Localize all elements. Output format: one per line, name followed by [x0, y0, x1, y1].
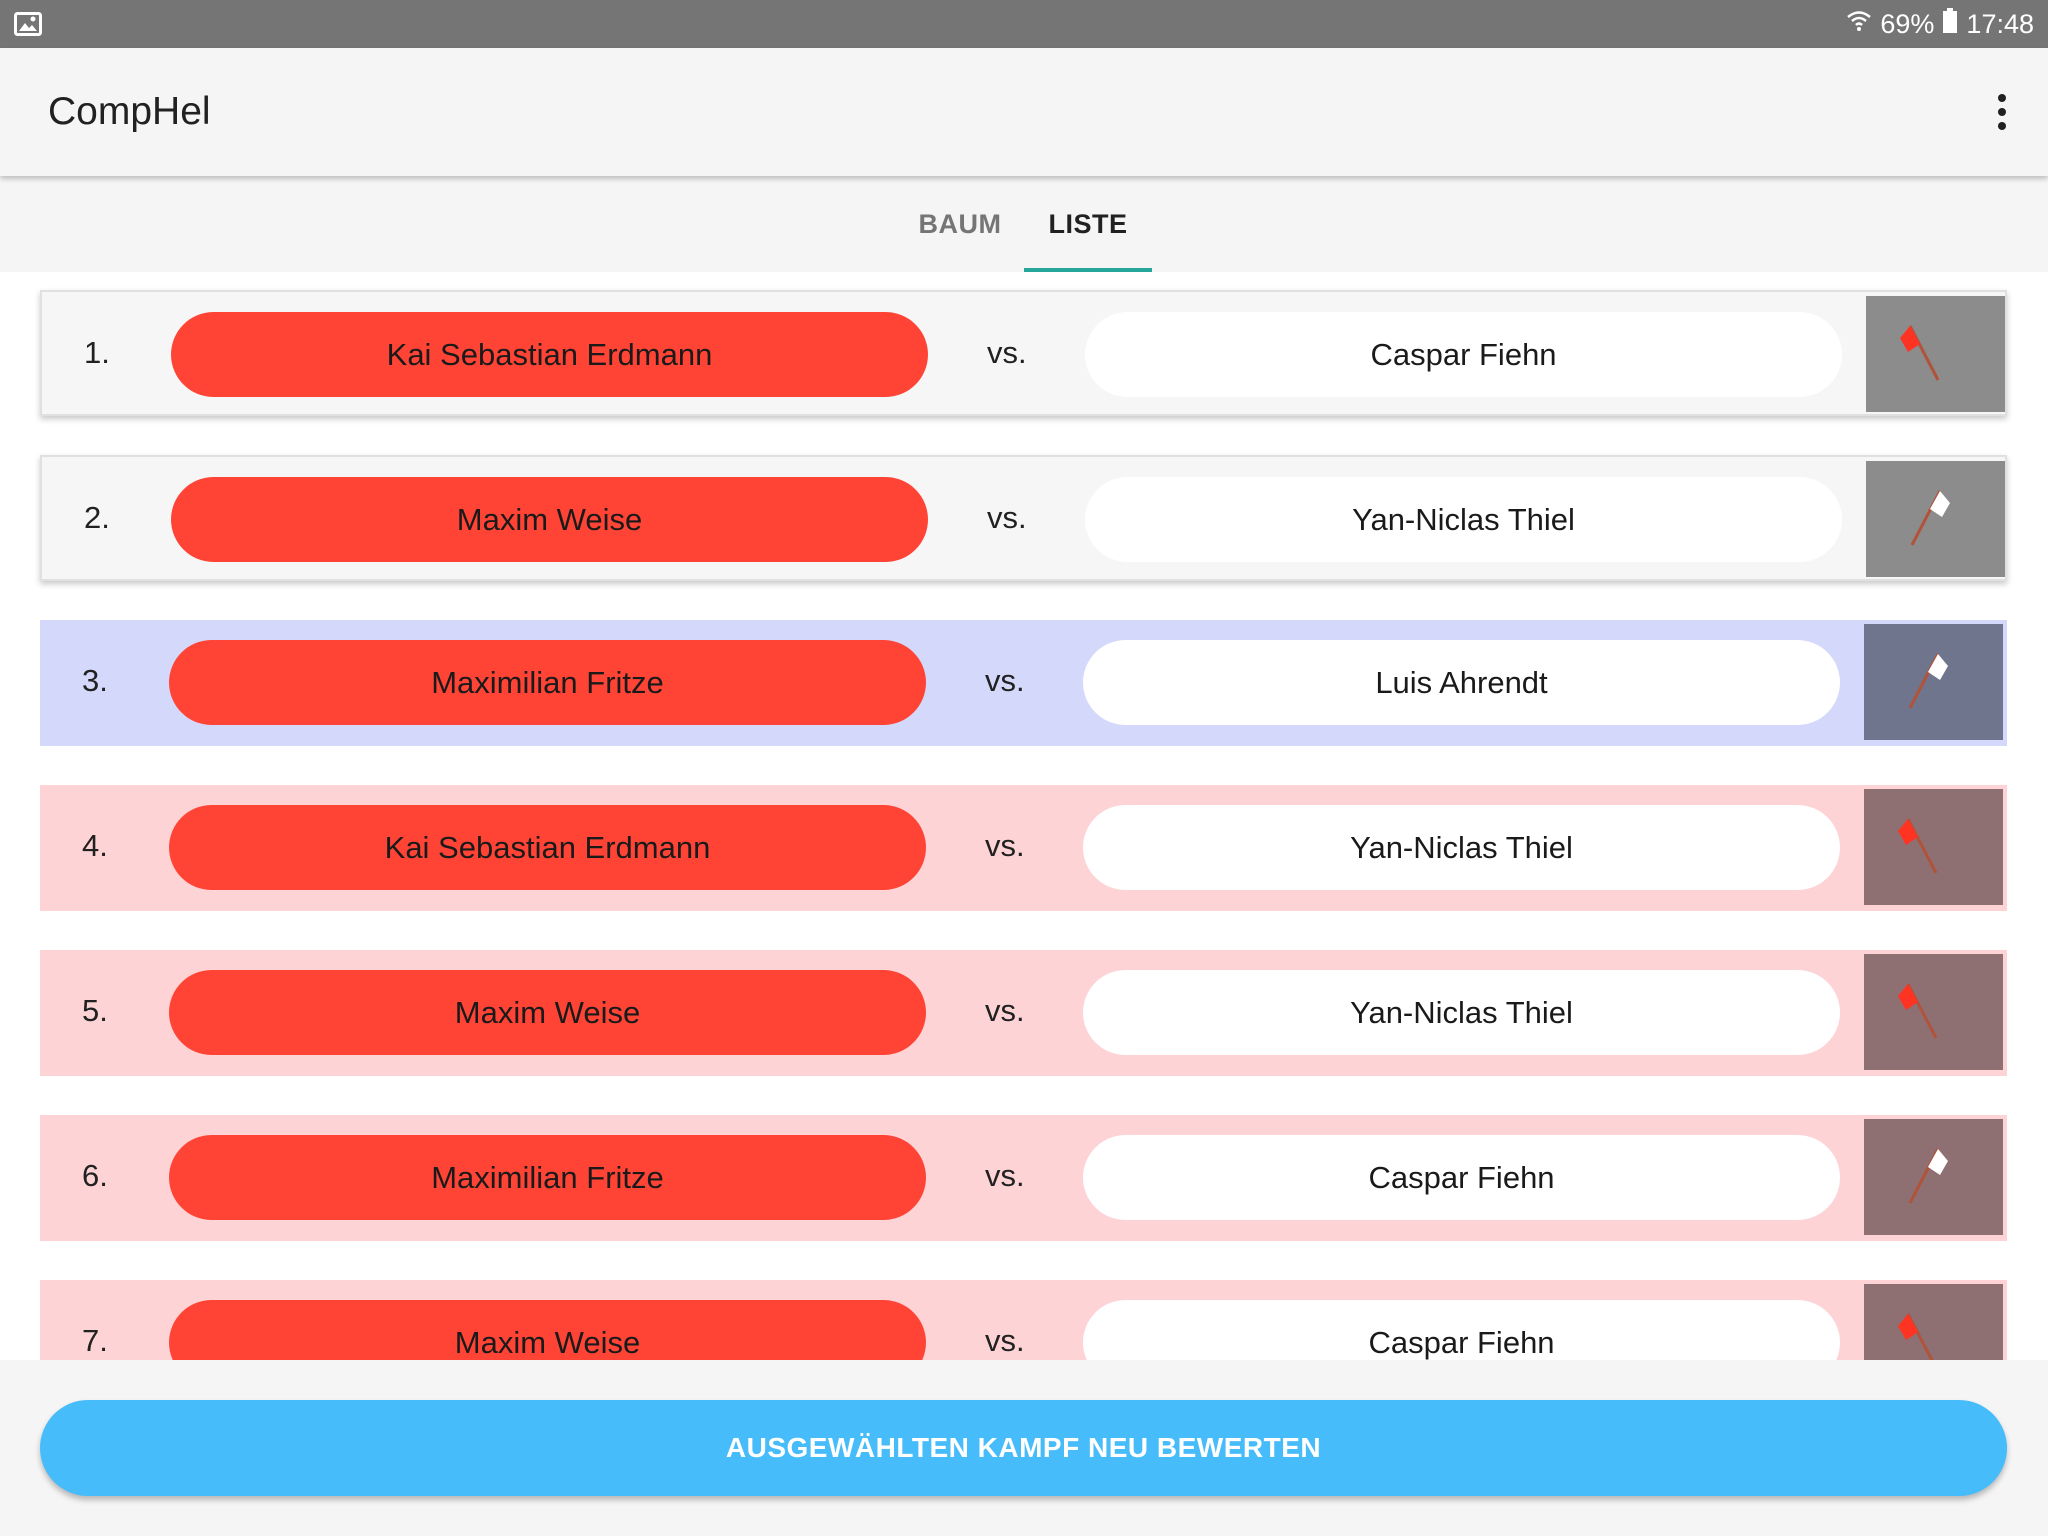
white-flag-icon	[1910, 490, 1950, 546]
tab-liste[interactable]: LISTE	[1048, 209, 1128, 239]
match-row[interactable]: 5. Maxim Weise vs. Yan-Niclas Thiel	[40, 950, 2007, 1076]
red-flag-icon	[1900, 325, 1940, 381]
red-fighter[interactable]: Maxim Weise	[169, 1300, 926, 1360]
match-number: 2.	[84, 500, 110, 535]
vs-label: vs.	[985, 663, 1025, 698]
white-flag-button[interactable]	[1864, 624, 2003, 740]
vs-label: vs.	[987, 500, 1027, 535]
red-fighter[interactable]: Kai Sebastian Erdmann	[169, 805, 926, 890]
bottom-bar: AUSGEWÄHLTEN KAMPF NEU BEWERTEN	[0, 1360, 2048, 1536]
wifi-icon	[1846, 8, 1872, 41]
red-flag-icon	[1898, 983, 1938, 1039]
clock: 17:48	[1966, 8, 2034, 39]
match-number: 6.	[82, 1158, 108, 1193]
white-fighter[interactable]: Yan-Niclas Thiel	[1083, 970, 1840, 1055]
tab-bar: BAUM LISTE	[0, 176, 2048, 272]
match-number: 1.	[84, 335, 110, 370]
red-fighter[interactable]: Maxim Weise	[169, 970, 926, 1055]
red-fighter[interactable]: Kai Sebastian Erdmann	[171, 312, 928, 397]
red-flag-button[interactable]	[1866, 296, 2005, 412]
match-row[interactable]: 4. Kai Sebastian Erdmann vs. Yan-Niclas …	[40, 785, 2007, 911]
match-number: 7.	[82, 1323, 108, 1358]
match-number: 3.	[82, 663, 108, 698]
vs-label: vs.	[985, 993, 1025, 1028]
red-flag-button[interactable]	[1864, 789, 2003, 905]
vs-label: vs.	[985, 1158, 1025, 1193]
white-flag-icon	[1908, 653, 1948, 709]
match-row[interactable]: 7. Maxim Weise vs. Caspar Fiehn	[40, 1280, 2007, 1360]
match-list[interactable]: 1. Kai Sebastian Erdmann vs. Caspar Fieh…	[0, 272, 2048, 1360]
white-fighter[interactable]: Caspar Fiehn	[1085, 312, 1842, 397]
white-flag-icon	[1908, 1148, 1948, 1204]
tab-indicator	[1024, 268, 1152, 272]
app-bar: CompHel	[0, 48, 2048, 176]
white-fighter[interactable]: Caspar Fiehn	[1083, 1300, 1840, 1360]
gallery-icon	[14, 12, 42, 41]
match-number: 4.	[82, 828, 108, 863]
match-row-selected[interactable]: 3. Maximilian Fritze vs. Luis Ahrendt	[40, 620, 2007, 746]
app-title: CompHel	[48, 90, 211, 133]
match-number: 5.	[82, 993, 108, 1028]
red-flag-button[interactable]	[1864, 1284, 2003, 1360]
red-fighter[interactable]: Maximilian Fritze	[169, 1135, 926, 1220]
match-row[interactable]: 1. Kai Sebastian Erdmann vs. Caspar Fieh…	[40, 290, 2007, 416]
vs-label: vs.	[985, 1323, 1025, 1358]
vs-label: vs.	[985, 828, 1025, 863]
match-row[interactable]: 6. Maximilian Fritze vs. Caspar Fiehn	[40, 1115, 2007, 1241]
match-row[interactable]: 2. Maxim Weise vs. Yan-Niclas Thiel	[40, 455, 2007, 581]
reevaluate-button[interactable]: AUSGEWÄHLTEN KAMPF NEU BEWERTEN	[40, 1400, 2007, 1496]
white-fighter[interactable]: Luis Ahrendt	[1083, 640, 1840, 725]
red-flag-icon	[1898, 1313, 1934, 1360]
white-flag-button[interactable]	[1864, 1119, 2003, 1235]
white-fighter[interactable]: Yan-Niclas Thiel	[1085, 477, 1842, 562]
tab-baum[interactable]: BAUM	[918, 209, 1002, 239]
red-fighter[interactable]: Maximilian Fritze	[169, 640, 926, 725]
battery-icon	[1942, 7, 1958, 41]
vs-label: vs.	[987, 335, 1027, 370]
white-fighter[interactable]: Caspar Fiehn	[1083, 1135, 1840, 1220]
red-fighter[interactable]: Maxim Weise	[171, 477, 928, 562]
red-flag-icon	[1898, 818, 1938, 874]
white-fighter[interactable]: Yan-Niclas Thiel	[1083, 805, 1840, 890]
more-vert-icon[interactable]	[1978, 88, 2026, 136]
battery-percentage: 69%	[1880, 8, 1935, 39]
red-flag-button[interactable]	[1864, 954, 2003, 1070]
white-flag-button[interactable]	[1866, 461, 2005, 577]
status-bar: 69% 17:48	[0, 0, 2048, 48]
